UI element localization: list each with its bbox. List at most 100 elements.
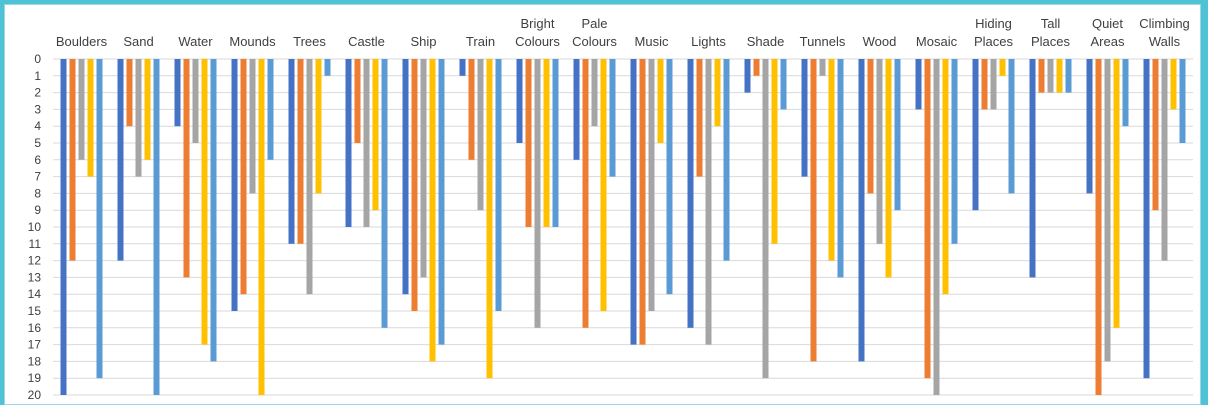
bar-4-1 — [87, 59, 94, 177]
bar-5-13 — [780, 59, 787, 110]
bar-4-18 — [1056, 59, 1063, 93]
y-tick-label: 17 — [28, 338, 42, 352]
y-tick-label: 6 — [34, 153, 41, 167]
bar-2-17 — [981, 59, 988, 110]
category-label: Hiding Places — [974, 16, 1014, 49]
bar-1-6 — [345, 59, 352, 227]
bar-1-4 — [231, 59, 238, 311]
y-tick-label: 19 — [28, 371, 42, 385]
bar-4-13 — [771, 59, 778, 244]
bar-5-1 — [96, 59, 103, 379]
bar-2-10 — [582, 59, 589, 328]
bar-2-13 — [753, 59, 760, 76]
bar-2-14 — [810, 59, 817, 362]
bar-2-6 — [354, 59, 361, 143]
bars — [60, 59, 1186, 395]
y-tick-label: 18 — [28, 354, 42, 368]
y-tick-label: 5 — [34, 136, 41, 150]
bar-5-15 — [894, 59, 901, 211]
category-label: Castle — [348, 34, 385, 49]
bar-3-8 — [477, 59, 484, 211]
bar-5-7 — [438, 59, 445, 345]
bar-3-19 — [1104, 59, 1111, 362]
bar-1-16 — [915, 59, 922, 110]
category-label: Mosaic — [916, 34, 958, 49]
bar-5-4 — [267, 59, 274, 160]
bar-3-10 — [591, 59, 598, 127]
category-label: Shade — [747, 34, 785, 49]
bar-5-19 — [1122, 59, 1129, 127]
bar-3-4 — [249, 59, 256, 194]
bar-4-7 — [429, 59, 436, 362]
y-tick-label: 2 — [34, 86, 41, 100]
bar-3-14 — [819, 59, 826, 76]
bar-4-17 — [999, 59, 1006, 76]
bar-4-20 — [1170, 59, 1177, 110]
bar-5-5 — [324, 59, 331, 76]
bar-5-20 — [1179, 59, 1186, 143]
bar-4-15 — [885, 59, 892, 278]
bar-5-9 — [552, 59, 559, 227]
bar-1-7 — [402, 59, 409, 295]
bar-5-2 — [153, 59, 160, 395]
bar-4-10 — [600, 59, 607, 311]
bar-3-20 — [1161, 59, 1168, 261]
bar-5-17 — [1008, 59, 1015, 194]
category-label: Pale Colours — [572, 16, 617, 49]
bar-1-5 — [288, 59, 295, 244]
bar-3-13 — [762, 59, 769, 379]
bar-2-1 — [69, 59, 76, 261]
category-label: Trees — [293, 34, 326, 49]
bar-4-6 — [372, 59, 379, 211]
bar-5-14 — [837, 59, 844, 278]
bar-3-9 — [534, 59, 541, 328]
y-tick-label: 0 — [34, 52, 41, 66]
bar-3-18 — [1047, 59, 1054, 93]
y-tick-label: 8 — [34, 186, 41, 200]
bar-1-19 — [1086, 59, 1093, 194]
y-tick-label: 15 — [28, 304, 42, 318]
bar-1-13 — [744, 59, 751, 93]
category-label: Climbing Walls — [1139, 16, 1190, 49]
category-label: Mounds — [229, 34, 276, 49]
bar-4-2 — [144, 59, 151, 160]
bar-4-3 — [201, 59, 208, 345]
category-labels: Boulders Sand Water Mounds Trees Castle Ship Tr… — [56, 16, 1190, 49]
y-tick-label: 7 — [34, 170, 41, 184]
bar-3-7 — [420, 59, 427, 278]
bar-1-15 — [858, 59, 865, 362]
y-tick-label: 4 — [34, 119, 41, 133]
bar-3-11 — [648, 59, 655, 311]
bar-4-14 — [828, 59, 835, 261]
category-label: Lights — [691, 34, 726, 49]
bar-2-12 — [696, 59, 703, 177]
y-tick-label: 12 — [28, 254, 42, 268]
bar-3-3 — [192, 59, 199, 143]
bar-1-9 — [516, 59, 523, 143]
y-tick-label: 9 — [34, 203, 41, 217]
bar-1-10 — [573, 59, 580, 160]
y-tick-label: 11 — [29, 237, 42, 251]
category-label: Quiet Areas — [1091, 16, 1125, 49]
bar-2-3 — [183, 59, 190, 278]
bar-4-8 — [486, 59, 493, 379]
bar-2-7 — [411, 59, 418, 311]
bar-2-5 — [297, 59, 304, 244]
bar-5-11 — [666, 59, 673, 295]
bar-2-15 — [867, 59, 874, 194]
bar-4-16 — [942, 59, 949, 295]
y-tick-label: 16 — [28, 321, 42, 335]
bar-5-18 — [1065, 59, 1072, 93]
category-label: Water — [178, 34, 213, 49]
bar-2-18 — [1038, 59, 1045, 93]
bar-1-2 — [117, 59, 124, 261]
category-label: Ship — [410, 34, 436, 49]
bar-2-20 — [1152, 59, 1159, 211]
y-tick-label: 3 — [34, 102, 41, 116]
bar-5-3 — [210, 59, 217, 362]
bar-1-1 — [60, 59, 67, 395]
bar-2-4 — [240, 59, 247, 295]
category-label: Music — [635, 34, 669, 49]
category-label: Tunnels — [800, 34, 846, 49]
